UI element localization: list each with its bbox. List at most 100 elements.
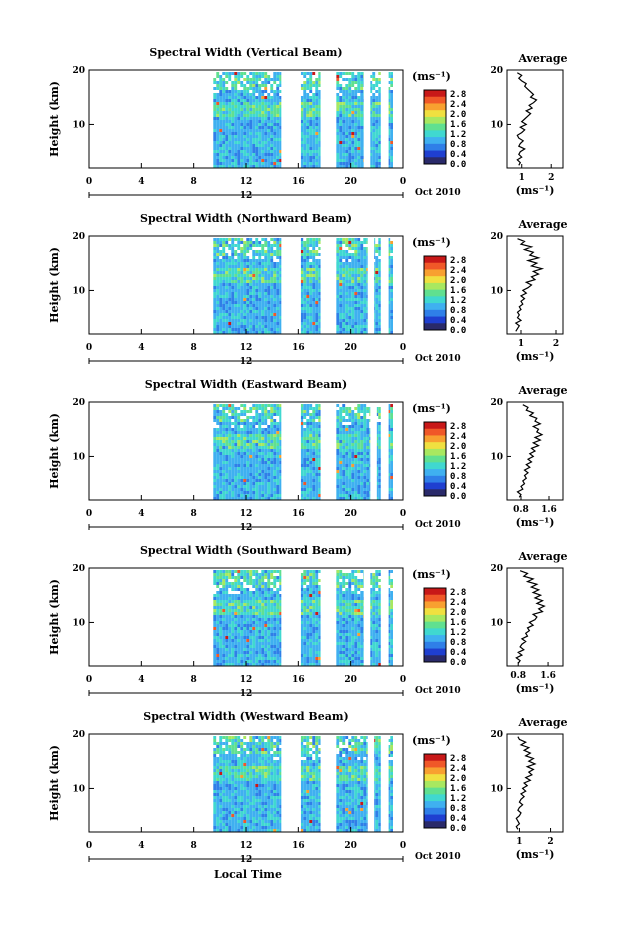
- data-gap-end: [393, 569, 402, 666]
- colorbar-segment: [424, 475, 446, 484]
- x-tick-label: 16: [292, 343, 305, 353]
- colorbar-frame: [423, 255, 447, 331]
- colorbar-segment: [424, 323, 446, 331]
- y-tick-label: 20: [72, 232, 85, 242]
- colorbar-tick-label: 1.2: [450, 794, 466, 804]
- colorbar-tick-label: 2.4: [450, 764, 467, 774]
- x-tick-label: 12: [240, 343, 253, 353]
- y-tick-label: 10: [72, 784, 85, 794]
- x-tick-label: 0: [86, 177, 92, 187]
- y-tick-label: 10: [72, 618, 85, 628]
- data-gap-2: [367, 237, 375, 334]
- average-y-tick-label: 20: [490, 398, 503, 408]
- colorbar-tick-label: 1.2: [450, 628, 466, 638]
- average-frame: [506, 235, 564, 335]
- colorbar-segment: [424, 482, 446, 490]
- colorbar-unit: (ms⁻¹): [412, 236, 451, 249]
- date-label: Oct 2010: [415, 852, 461, 862]
- y-tick-label: 20: [72, 398, 85, 408]
- colorbar-tick-label: 0.4: [450, 814, 467, 824]
- colorbar-segment: [424, 621, 446, 629]
- colorbar-segment: [424, 435, 446, 443]
- colorbar-segment: [424, 801, 446, 809]
- colorbar-segment: [424, 821, 446, 829]
- average-title: Average: [517, 384, 567, 397]
- colorbar-segment: [424, 462, 446, 470]
- average-x-label: (ms⁻¹): [516, 682, 555, 695]
- data-gap-1: [320, 71, 337, 168]
- colorbar-segment: [424, 807, 446, 816]
- data-gap-0: [281, 735, 301, 832]
- colorbar-segment: [424, 130, 446, 138]
- average-x-tick-label: 1.6: [541, 505, 557, 515]
- y-axis-label: Height (km): [48, 745, 61, 821]
- colorbar-tick-label: 0.0: [450, 326, 466, 336]
- x-axis-label: Local Time: [214, 868, 282, 881]
- x-tick-label: 4: [138, 841, 144, 851]
- x-tick-label: 0: [86, 343, 92, 353]
- colorbar-tick-label: 0.0: [450, 492, 466, 502]
- x-tick-label: 0: [400, 509, 406, 519]
- colorbar-tick-label: 0.0: [450, 824, 466, 834]
- data-gap-2: [363, 569, 371, 666]
- x-tick-label: 0: [400, 343, 406, 353]
- average-y-tick-label: 10: [490, 618, 503, 628]
- y-tick-label: 10: [72, 452, 85, 462]
- x-tick-label: 8: [191, 841, 197, 851]
- y-tick-label: 20: [72, 564, 85, 574]
- colorbar-segment: [424, 262, 446, 270]
- x-tick-label: 0: [400, 177, 406, 187]
- x-tick-label: 0: [400, 841, 406, 851]
- colorbar-unit: (ms⁻¹): [412, 70, 451, 83]
- colorbar-segment: [424, 760, 446, 768]
- x-tick-label: 16: [292, 675, 305, 685]
- colorbar-segment: [424, 96, 446, 104]
- colorbar-tick-label: 1.6: [450, 618, 466, 628]
- colorbar-tick-label: 2.0: [450, 774, 466, 784]
- panel-title: Spectral Width (Westward Beam): [143, 710, 348, 723]
- y-axis-label: Height (km): [48, 247, 61, 323]
- panel-4: Spectral Width (Westward Beam)2010Height…: [48, 710, 568, 865]
- x-tick-label: 12: [240, 841, 253, 851]
- colorbar-segment: [424, 455, 446, 463]
- colorbar-segment: [424, 90, 446, 98]
- x-tick-label: 20: [344, 343, 357, 353]
- y-tick-label: 20: [72, 66, 85, 76]
- colorbar-tick-label: 2.0: [450, 110, 466, 120]
- colorbar-segment: [424, 256, 446, 264]
- colorbar-tick-label: 2.4: [450, 598, 467, 608]
- colorbar-segment: [424, 442, 446, 450]
- data-gap-0: [281, 71, 301, 168]
- data-gap-3: [380, 71, 389, 168]
- y-axis-label: Height (km): [48, 81, 61, 157]
- colorbar-unit: (ms⁻¹): [412, 402, 451, 415]
- colorbar-tick-label: 2.0: [450, 442, 466, 452]
- data-gap-end: [393, 71, 402, 168]
- panel-3: Spectral Width (Southward Beam) 20 10 Heigh…: [48, 544, 568, 699]
- average-profile-line: [515, 736, 537, 830]
- average-x-label: (ms⁻¹): [516, 184, 555, 197]
- x-tick-label: 8: [191, 343, 197, 353]
- x-tick-label: 12: [240, 509, 253, 519]
- colorbar-tick-label: 0.4: [450, 316, 467, 326]
- colorbar-tick-label: 1.2: [450, 130, 466, 140]
- secondary-axis-label: 12: [240, 689, 253, 699]
- y-axis-label: Height (km): [48, 413, 61, 489]
- colorbar-unit: (ms⁻¹): [412, 734, 451, 747]
- data-gap-0: [281, 403, 301, 500]
- x-tick-label: 4: [138, 343, 144, 353]
- average-y-tick-label: 20: [490, 66, 503, 76]
- colorbar-frame: [423, 421, 447, 497]
- panel-1: Spectral Width (Northward Beam)2010Heigh…: [48, 212, 568, 367]
- colorbar-tick-label: 0.8: [450, 140, 466, 150]
- x-tick-label: 0: [86, 841, 92, 851]
- y-axis-label: Height (km): [48, 579, 61, 655]
- colorbar-segment: [424, 774, 446, 782]
- average-x-label: (ms⁻¹): [516, 848, 555, 861]
- colorbar-frame: [423, 753, 447, 829]
- colorbar-segment: [424, 137, 446, 145]
- colorbar-tick-label: 0.4: [450, 150, 467, 160]
- colorbar-segment: [424, 143, 446, 152]
- x-tick-label: 20: [344, 509, 357, 519]
- date-label: Oct 2010: [415, 520, 461, 530]
